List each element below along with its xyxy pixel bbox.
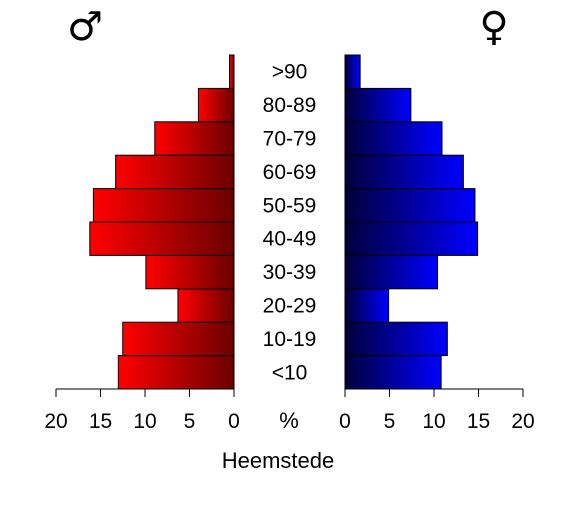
male-x-axis: 20 15 10 5 0 <box>44 388 240 433</box>
female-bar <box>344 188 476 223</box>
male-bar <box>145 254 235 290</box>
female-x-axis: 0 5 10 15 20 <box>339 388 535 433</box>
female-bars <box>344 54 479 390</box>
male-symbol: ♂ <box>67 4 103 50</box>
female-bar <box>344 288 390 323</box>
age-group-label: 50-59 <box>263 194 317 217</box>
female-bar <box>344 221 479 256</box>
female-symbol: ♀ <box>479 4 508 50</box>
age-group-label: 60-69 <box>263 161 317 184</box>
female-bar <box>344 87 412 123</box>
chart-title: Heemstede <box>222 448 335 473</box>
male-bar <box>117 355 235 390</box>
female-bar <box>344 355 442 390</box>
female-tick-label: 0 <box>339 410 351 433</box>
male-bar <box>229 54 235 89</box>
age-group-label: 20-29 <box>263 295 317 318</box>
male-bar <box>177 288 235 323</box>
female-tick-label: 10 <box>422 410 445 433</box>
male-bar <box>92 188 235 223</box>
male-tick-label: 15 <box>89 410 112 433</box>
age-group-label: 80-89 <box>263 94 317 117</box>
male-tick-label: 0 <box>228 410 240 433</box>
female-bar <box>344 254 439 290</box>
age-group-label: >90 <box>272 61 308 84</box>
female-tick-label: 15 <box>467 410 490 433</box>
age-group-label: 70-79 <box>263 128 317 151</box>
age-group-label: <10 <box>272 361 308 384</box>
female-bar <box>344 321 448 357</box>
female-bar <box>344 121 443 156</box>
male-tick-label: 10 <box>133 410 156 433</box>
age-group-labels: <10 10-19 20-29 30-39 40-49 50-59 60-69 70-79 80… <box>263 61 317 385</box>
age-group-label: 30-39 <box>263 261 317 284</box>
female-tick-label: 20 <box>511 410 534 433</box>
male-tick-label: 20 <box>44 410 67 433</box>
male-bar <box>122 321 235 357</box>
male-tick-label: 5 <box>184 410 196 433</box>
female-bar <box>344 154 464 190</box>
female-tick-label: 5 <box>384 410 396 433</box>
male-bars <box>89 54 235 390</box>
male-bar <box>89 221 235 256</box>
unit-label: % <box>279 408 299 433</box>
male-bar <box>115 154 235 190</box>
age-group-label: 10-19 <box>263 328 317 351</box>
male-bar <box>197 87 235 123</box>
female-bar <box>344 54 361 89</box>
age-group-label: 40-49 <box>263 228 317 251</box>
male-bar <box>154 121 235 156</box>
